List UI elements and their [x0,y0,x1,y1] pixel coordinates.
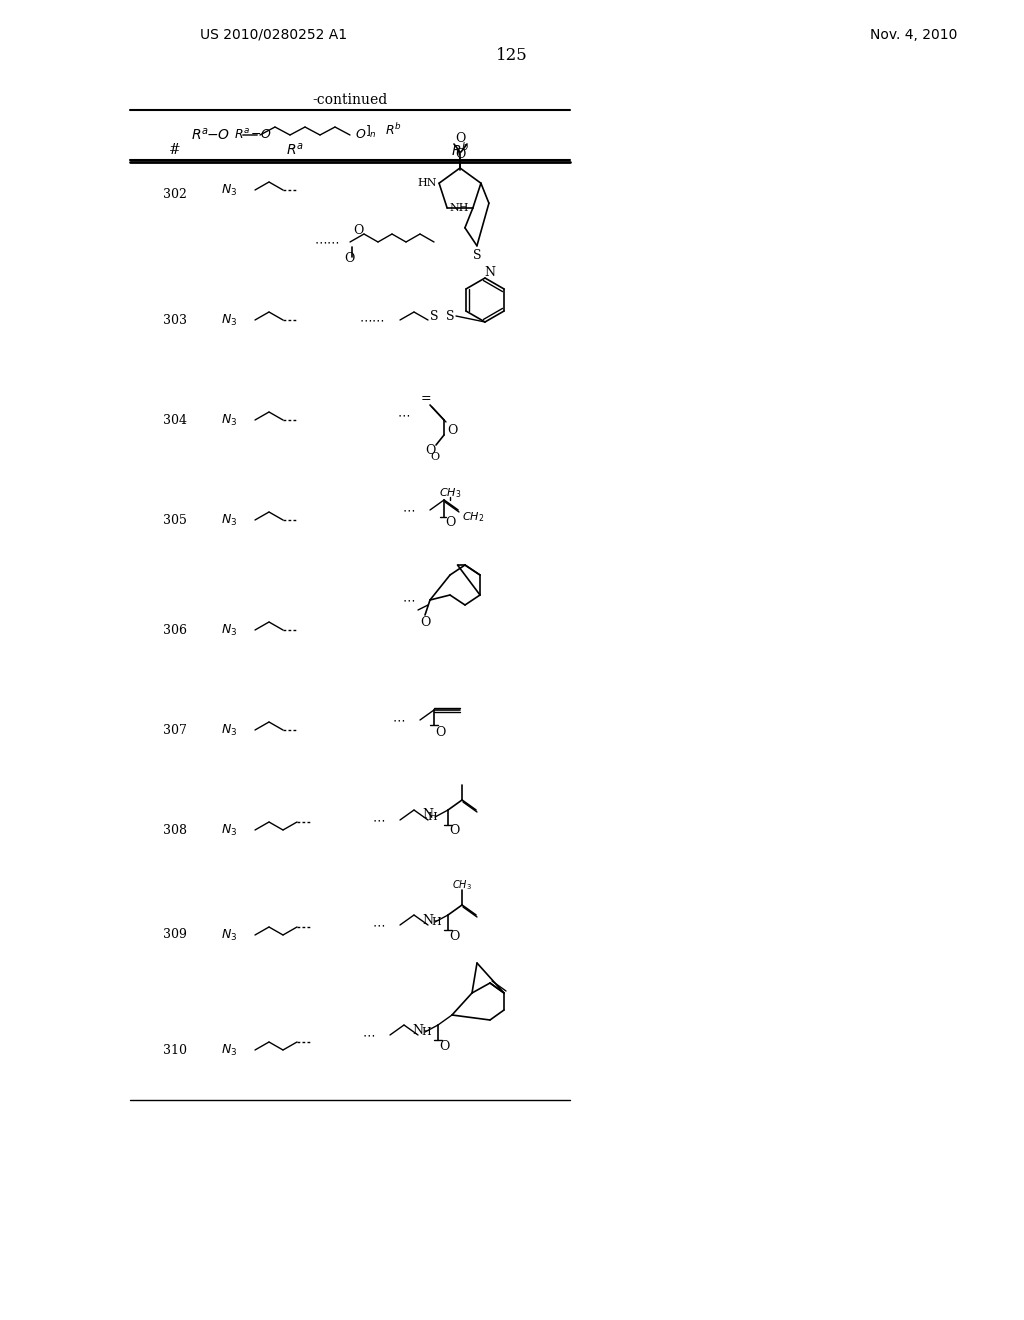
Text: $\cdots$: $\cdots$ [402,594,415,606]
Text: $CH_2$: $CH_2$ [462,510,484,524]
Text: $N_3$: $N_3$ [221,512,237,528]
Text: US 2010/0280252 A1: US 2010/0280252 A1 [200,28,347,42]
Text: $R^a$: $R^a$ [233,128,250,143]
Text: O: O [449,825,459,837]
Text: 303: 303 [163,314,187,326]
Text: O: O [430,451,439,462]
Text: O: O [425,445,435,458]
Text: O: O [444,516,456,529]
Text: $R^a$: $R^a$ [191,127,209,143]
Text: O: O [439,1040,450,1052]
Text: O: O [435,726,445,739]
Text: S: S [473,249,481,263]
Text: $R^b$: $R^b$ [385,121,401,139]
Text: $\cdots$: $\cdots$ [397,408,410,421]
Text: $N_3$: $N_3$ [221,822,237,838]
Text: -continued: -continued [312,92,388,107]
Text: 307: 307 [163,723,187,737]
Text: $\cdots$: $\cdots$ [392,714,406,726]
Text: $\cdots\cdots$: $\cdots\cdots$ [359,314,385,326]
Text: 305: 305 [163,513,187,527]
Text: $N_3$: $N_3$ [221,182,237,198]
Text: $N_3$: $N_3$ [221,623,237,638]
Text: $CH_3$: $CH_3$ [439,486,461,500]
Text: H: H [431,917,441,927]
Text: $\cdots\cdots$: $\cdots\cdots$ [314,235,340,248]
Text: O: O [420,615,430,628]
Text: O: O [455,132,465,144]
Text: $CH_3$: $CH_3$ [452,878,472,892]
Text: $O$: $O$ [355,128,367,141]
Text: S: S [445,309,455,322]
Text: O: O [353,223,364,236]
Text: $\cdots$: $\cdots$ [402,503,415,516]
Text: N: N [423,913,433,927]
Text: $N_3$: $N_3$ [221,412,237,428]
Text: $\cdots$: $\cdots$ [361,1028,375,1041]
Text: H: H [421,1027,431,1038]
Text: $R^b$: $R^b$ [451,141,469,158]
Text: N: N [413,1023,424,1036]
Text: $R^a$: $R^a$ [286,143,304,158]
Text: $-O$: $-O$ [206,128,230,143]
Text: H: H [427,812,437,822]
Text: $\cdots$: $\cdots$ [372,919,385,932]
Text: N: N [484,267,496,280]
Text: O: O [455,148,465,161]
Text: 310: 310 [163,1044,187,1056]
Text: $=$: $=$ [418,391,432,404]
Text: #: # [169,143,181,157]
Text: $N_3$: $N_3$ [221,313,237,327]
Text: 125: 125 [496,46,528,63]
Text: 308: 308 [163,824,187,837]
Text: $N_3$: $N_3$ [221,722,237,738]
Text: $N_3$: $N_3$ [221,928,237,942]
Text: O: O [446,424,457,437]
Text: NH: NH [450,203,469,213]
Text: 304: 304 [163,413,187,426]
Text: 302: 302 [163,189,187,202]
Text: S: S [430,309,438,322]
Text: $-O$: $-O$ [250,128,271,141]
Text: N: N [423,808,433,821]
Text: 306: 306 [163,623,187,636]
Text: HN: HN [418,178,437,189]
Text: $]_n$: $]_n$ [365,124,377,140]
Text: Nov. 4, 2010: Nov. 4, 2010 [870,28,957,42]
Text: 309: 309 [163,928,187,941]
Text: $N_3$: $N_3$ [221,1043,237,1057]
Text: O: O [449,929,459,942]
Text: O: O [344,252,354,265]
Text: $\cdots$: $\cdots$ [372,813,385,826]
